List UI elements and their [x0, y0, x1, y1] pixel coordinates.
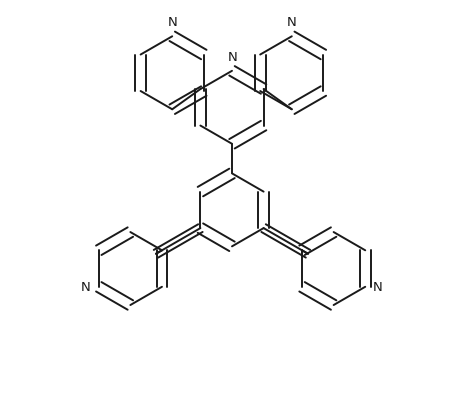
Text: N: N — [286, 16, 296, 29]
Text: N: N — [81, 281, 91, 294]
Text: N: N — [372, 281, 382, 294]
Text: N: N — [228, 51, 238, 64]
Text: N: N — [167, 16, 177, 29]
